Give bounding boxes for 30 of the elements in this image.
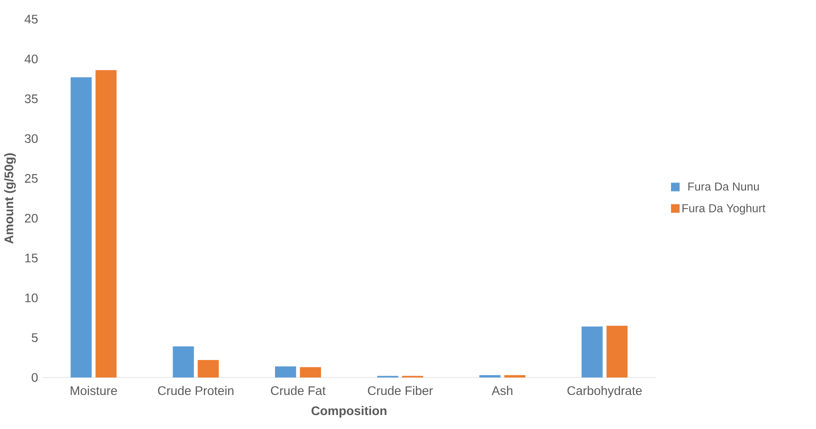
legend-label: Fura Da Yoghurt (682, 204, 766, 214)
y-tick-label: 20 (24, 214, 38, 223)
bar (172, 346, 194, 378)
x-axis-title: Composition (312, 406, 386, 418)
bar (70, 77, 92, 378)
y-tick-label: 35 (24, 94, 38, 104)
y-tick-label: 45 (24, 14, 38, 24)
x-tick-label: Crude Fat (270, 386, 326, 395)
bar (479, 374, 500, 378)
bar (582, 326, 603, 378)
legend-label: Fura Da Nunu (688, 182, 759, 190)
y-tick-label: 10 (25, 293, 38, 302)
y-tick-label: 30 (24, 134, 38, 143)
y-tick-label: 0 (32, 372, 38, 382)
y-tick-label: 25 (24, 174, 38, 183)
bar (198, 360, 219, 378)
bar (300, 367, 321, 378)
y-axis-title: Amount (g/50g) (4, 153, 16, 244)
x-tick-label: Carbohydrate (567, 386, 642, 398)
y-tick-label: 5 (32, 333, 38, 342)
bar (96, 70, 117, 378)
bar (606, 326, 628, 378)
x-tick-label: Ash (492, 386, 512, 395)
y-tick-label: 15 (25, 254, 38, 262)
bar (275, 366, 296, 378)
bar (504, 374, 526, 378)
y-tick-label: 40 (24, 54, 38, 64)
x-tick-label: Crude Protein (158, 386, 234, 395)
x-tick-label: Crude Fiber (368, 386, 433, 395)
x-tick-label: Moisture (70, 386, 117, 395)
